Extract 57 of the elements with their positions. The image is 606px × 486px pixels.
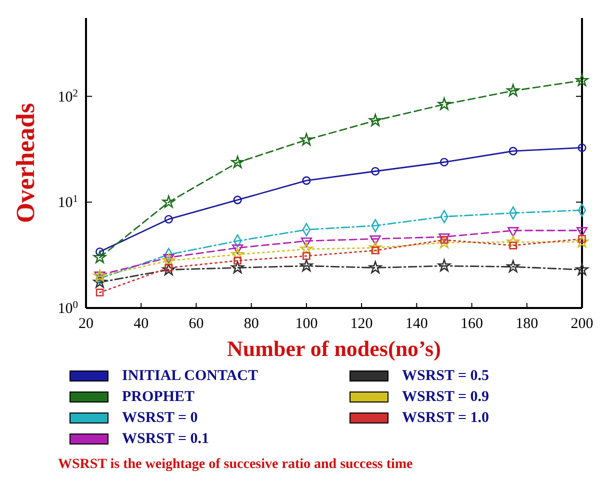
x-tick-label: 160 (460, 316, 484, 332)
x-tick-label: 200 (570, 316, 594, 332)
point (234, 256, 242, 265)
point (95, 247, 104, 256)
y-tick-label: 10$^{1}$ (58, 194, 78, 212)
point (231, 156, 244, 168)
legend-label: WSRST = 0.9 (402, 389, 490, 405)
point (438, 98, 451, 110)
point (231, 248, 244, 260)
y-axis-title: Overheads (11, 103, 40, 223)
point (368, 261, 382, 274)
point (302, 252, 310, 260)
y-tick-label: 10$^{2}$ (58, 88, 78, 106)
point (576, 235, 588, 248)
point (506, 235, 520, 248)
x-tick-label: 40 (134, 316, 149, 332)
point (440, 158, 449, 166)
point (162, 262, 176, 276)
point (371, 166, 380, 176)
point (93, 250, 106, 264)
point (93, 269, 106, 282)
x-tick-label: 80 (244, 316, 259, 332)
legend-label: WSRST = 0.5 (402, 368, 490, 384)
point (576, 262, 588, 276)
point (93, 276, 106, 288)
point (300, 242, 313, 255)
legend-label: WSRST = 0.1 (122, 431, 210, 447)
x-tick-label: 100 (295, 316, 318, 332)
point (578, 143, 586, 152)
x-tick-label: 120 (350, 316, 373, 332)
point (438, 236, 451, 248)
x-tick-label: 20 (78, 316, 94, 332)
point (96, 288, 104, 296)
x-tick-label: 60 (188, 316, 204, 332)
x-axis-title: Number of nodes(no’s) (227, 336, 441, 361)
point (300, 133, 313, 146)
point (506, 84, 520, 96)
point (506, 260, 520, 272)
point (576, 74, 588, 86)
x-tick-label: 180 (516, 316, 538, 332)
point (162, 195, 176, 208)
point (368, 241, 382, 254)
legend-label: WSRST = 1.0 (402, 410, 490, 426)
point (302, 176, 311, 185)
point (508, 146, 518, 156)
point (233, 196, 242, 204)
x-tick-label: 140 (405, 316, 428, 332)
legend-label: WSRST = 0 (122, 410, 198, 426)
y-tick-label: 10$^{0}$ (58, 300, 78, 317)
legend-label: PROPHET (122, 389, 195, 405)
point (164, 214, 173, 224)
legend-label: INITIAL CONTACT (122, 368, 258, 384)
point (438, 259, 451, 272)
point (231, 261, 244, 274)
point (368, 114, 382, 126)
point (300, 259, 313, 272)
text: WSRST is the weightage of succesive ratio and success time (58, 457, 413, 472)
